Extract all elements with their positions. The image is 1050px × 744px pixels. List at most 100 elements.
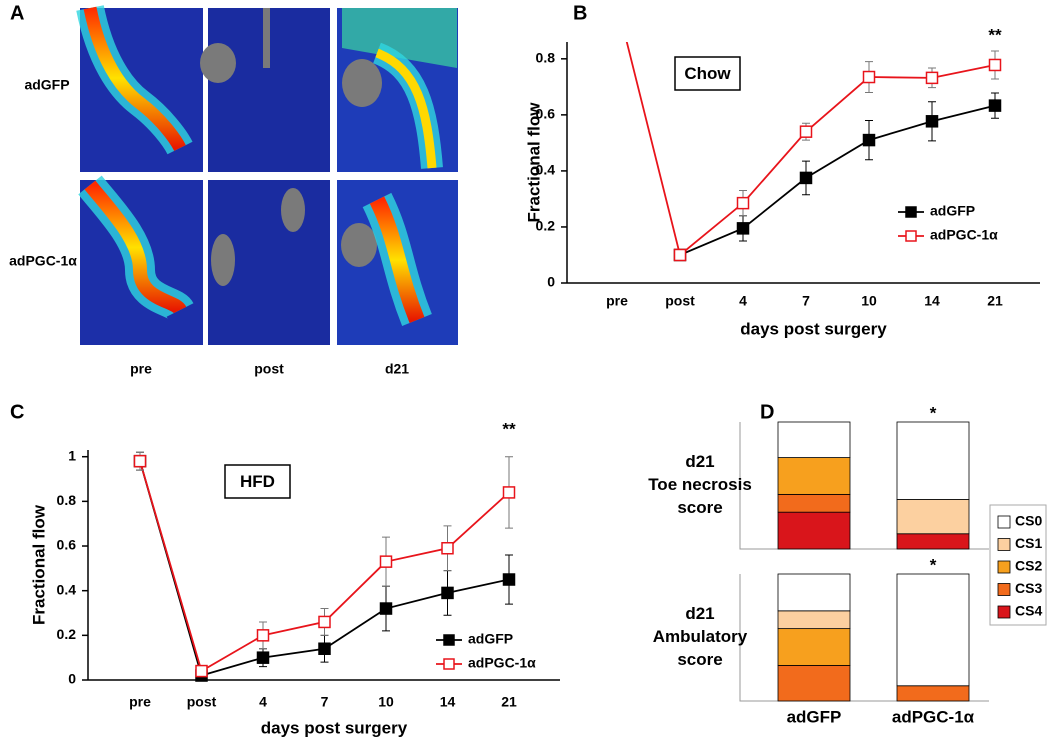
- flow-image: [78, 175, 203, 345]
- annotation: **: [988, 25, 1002, 44]
- legend-label: adPGC-1α: [930, 227, 998, 243]
- marker: [502, 486, 516, 499]
- title-box: [224, 464, 291, 499]
- bar-segment: [777, 493, 851, 513]
- marker: [256, 629, 270, 642]
- bar-segment: [896, 533, 970, 550]
- row-label: d21: [685, 604, 714, 623]
- marker: [862, 70, 876, 84]
- column-label: post: [254, 361, 284, 377]
- marker: [256, 651, 270, 664]
- x-tick-label: 10: [378, 694, 394, 710]
- y-tick-label: 0.4: [57, 581, 77, 597]
- bar-segment: [777, 457, 851, 495]
- marker: [799, 171, 813, 185]
- y-tick-label: 0.8: [536, 50, 556, 66]
- marker: [612, 0, 623, 8]
- y-tick-label: 1: [68, 447, 76, 463]
- bar-segment: [777, 628, 851, 666]
- x-tick-label: pre: [129, 694, 151, 710]
- marker: [799, 125, 813, 138]
- legend-marker: [443, 658, 455, 670]
- legend-label: CS0: [1015, 513, 1042, 529]
- marker: [736, 196, 750, 210]
- flow-image: [337, 8, 458, 172]
- y-tick-label: 0.2: [57, 626, 77, 642]
- flow-image: [200, 8, 330, 172]
- legend-swatch: [997, 583, 1011, 596]
- bar-segment: [896, 573, 970, 687]
- chart-title: Chow: [684, 64, 731, 83]
- legend-label: CS4: [1015, 603, 1042, 619]
- plot-area: [612, 0, 1002, 262]
- y-axis-title: Fractional flow: [524, 102, 543, 223]
- legend-label: adGFP: [930, 203, 975, 219]
- row-label: score: [677, 498, 722, 517]
- x-axis-title: days post surgery: [740, 319, 887, 338]
- marker: [673, 248, 687, 262]
- annotation: *: [930, 555, 937, 574]
- legend-swatch: [997, 515, 1011, 529]
- x-tick-label: adGFP: [787, 707, 842, 726]
- y-tick-label: 0.8: [57, 492, 77, 508]
- row-label: adGFP: [24, 77, 69, 93]
- x-tick-label: post: [187, 694, 217, 710]
- row-label: d21: [685, 452, 714, 471]
- marker: [441, 586, 454, 600]
- y-tick-label: 0.2: [536, 218, 556, 234]
- marker: [133, 454, 147, 468]
- y-tick-label: 0.4: [536, 162, 556, 178]
- x-tick-label: 21: [501, 694, 517, 710]
- y-tick-label: 0: [547, 274, 555, 290]
- plot-area: [133, 451, 516, 682]
- series-line: [679, 104, 996, 256]
- bar-segment: [896, 421, 970, 500]
- x-tick-label: 14: [440, 694, 456, 710]
- title-box: [674, 56, 741, 91]
- x-tick-label: adPGC-1α: [892, 707, 975, 726]
- legend-label: CS2: [1015, 558, 1042, 574]
- row-label: Ambulatory: [653, 627, 748, 646]
- legend-label: adPGC-1α: [468, 655, 536, 671]
- x-tick-label: 4: [739, 293, 747, 309]
- row-label: score: [677, 650, 722, 669]
- marker: [318, 615, 331, 629]
- marker: [195, 664, 208, 678]
- flow-image: [337, 180, 458, 345]
- legend-label: adGFP: [468, 631, 513, 647]
- marker: [379, 602, 393, 615]
- legend-label: CS1: [1015, 535, 1042, 551]
- panel-letter: C: [10, 401, 24, 423]
- legend-swatch: [997, 605, 1011, 619]
- row-label: Toe necrosis: [648, 475, 752, 494]
- flow-image: [208, 180, 330, 345]
- y-tick-label: 0.6: [57, 537, 77, 553]
- bar-segment: [896, 685, 970, 702]
- x-tick-label: 10: [861, 293, 877, 309]
- bar-segment: [777, 511, 851, 550]
- panel-letter: A: [10, 2, 24, 24]
- column-label: d21: [385, 361, 409, 377]
- row-label: adPGC-1α: [9, 253, 77, 269]
- x-tick-label: 4: [259, 694, 267, 710]
- panel-a: A adGFP adPGC-1α pre post d21: [9, 2, 458, 377]
- x-tick-label: post: [665, 293, 695, 309]
- marker: [441, 542, 454, 555]
- bar-segment: [896, 499, 970, 535]
- marker: [862, 133, 876, 147]
- bar-segment: [777, 573, 851, 612]
- annotation: *: [930, 403, 937, 422]
- legend-swatch: [997, 538, 1011, 551]
- marker: [925, 71, 939, 85]
- legend-marker: [905, 230, 917, 242]
- marker: [502, 573, 516, 586]
- panel-letter: B: [573, 2, 587, 24]
- column-label: pre: [130, 361, 152, 377]
- marker: [988, 99, 1002, 112]
- bar-segment: [777, 610, 851, 630]
- legend-marker: [443, 634, 455, 646]
- marker: [925, 115, 939, 128]
- x-tick-label: pre: [606, 293, 628, 309]
- x-axis-title: days post surgery: [261, 718, 408, 737]
